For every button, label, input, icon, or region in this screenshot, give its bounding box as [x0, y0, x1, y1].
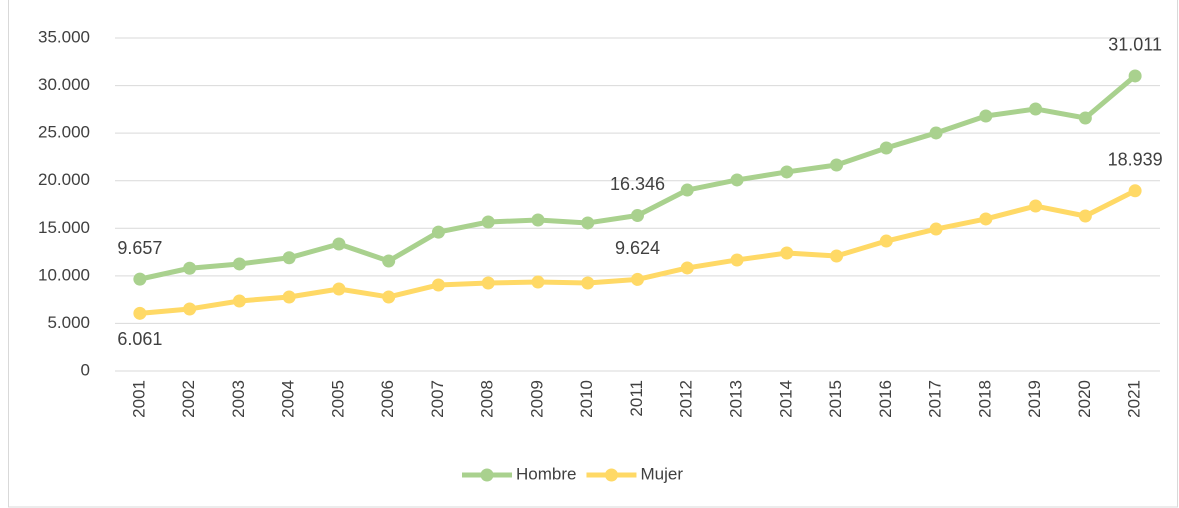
x-tick-label: 2007	[428, 380, 447, 418]
y-tick-label: 15.000	[38, 218, 90, 237]
x-tick-label: 2008	[478, 380, 497, 418]
data-label: 16.346	[610, 174, 665, 194]
data-label: 31.011	[1108, 35, 1162, 55]
data-point	[1128, 184, 1142, 198]
y-tick-label: 0	[81, 360, 90, 379]
y-tick-label: 35.000	[38, 27, 90, 46]
y-tick-label: 30.000	[38, 75, 90, 94]
data-point	[431, 278, 445, 292]
data-point	[780, 165, 794, 179]
chart-frame	[8, 0, 1178, 508]
x-tick-label: 2019	[1025, 380, 1044, 418]
data-point	[979, 109, 993, 123]
data-point	[232, 294, 246, 308]
data-point	[631, 208, 644, 222]
x-tick-label: 2020	[1075, 380, 1094, 418]
data-point	[481, 215, 495, 229]
data-point	[133, 306, 147, 320]
data-point	[1029, 199, 1043, 213]
x-tick-label: 2014	[776, 380, 795, 418]
x-tick-label: 2018	[975, 380, 994, 418]
x-tick-label: 2012	[677, 380, 696, 418]
data-point	[830, 158, 844, 172]
data-label: 9.657	[117, 238, 162, 258]
legend-label: Mujer	[640, 464, 683, 483]
data-point	[1029, 102, 1043, 116]
data-point	[332, 282, 346, 296]
data-point	[879, 234, 893, 248]
data-point	[879, 141, 893, 155]
data-point	[232, 257, 246, 271]
data-point	[133, 272, 147, 286]
data-point	[531, 213, 545, 227]
data-label: 18.939	[1108, 150, 1163, 170]
data-point	[481, 276, 495, 290]
x-tick-label: 2017	[926, 380, 945, 418]
data-point	[282, 290, 296, 304]
x-tick-label: 2005	[328, 380, 347, 418]
data-point	[631, 272, 644, 286]
data-label: 9.624	[615, 238, 660, 258]
x-tick-label: 2003	[229, 380, 248, 418]
data-point	[382, 290, 396, 304]
data-label: 6.061	[117, 329, 162, 349]
x-tick-label: 2002	[179, 380, 198, 418]
data-point	[680, 261, 694, 275]
legend-label: Hombre	[516, 464, 576, 483]
data-point	[780, 246, 794, 260]
y-tick-label: 5.000	[47, 313, 90, 332]
data-point	[929, 126, 943, 140]
data-point	[332, 237, 346, 251]
data-point	[282, 251, 296, 265]
x-tick-label: 2015	[826, 380, 845, 418]
data-point	[581, 216, 595, 230]
x-tick-label: 2013	[727, 380, 746, 418]
y-tick-label: 10.000	[38, 265, 90, 284]
x-tick-label: 2021	[1125, 380, 1144, 418]
x-tick-label: 2001	[129, 380, 148, 418]
x-tick-label: 2006	[378, 380, 397, 418]
data-point	[581, 276, 595, 290]
legend-marker	[604, 468, 618, 482]
data-point	[183, 302, 197, 316]
data-point	[1078, 209, 1092, 223]
x-tick-label: 2009	[527, 380, 546, 418]
data-point	[929, 222, 943, 236]
data-point	[1128, 69, 1142, 83]
y-tick-label: 25.000	[38, 123, 90, 142]
data-point	[1078, 111, 1092, 125]
y-tick-label: 20.000	[38, 170, 90, 189]
data-point	[979, 212, 993, 226]
x-tick-label: 2016	[876, 380, 895, 418]
x-tick-label: 2010	[577, 380, 596, 418]
data-point	[730, 253, 744, 267]
x-tick-label: 2004	[279, 380, 298, 418]
data-point	[531, 275, 545, 289]
data-point	[830, 249, 844, 263]
x-tick-label: 2011	[627, 380, 646, 417]
data-point	[680, 183, 694, 197]
legend-marker	[480, 468, 494, 482]
data-point	[183, 261, 197, 275]
data-point	[431, 225, 445, 239]
data-point	[730, 173, 744, 187]
data-point	[382, 254, 396, 268]
